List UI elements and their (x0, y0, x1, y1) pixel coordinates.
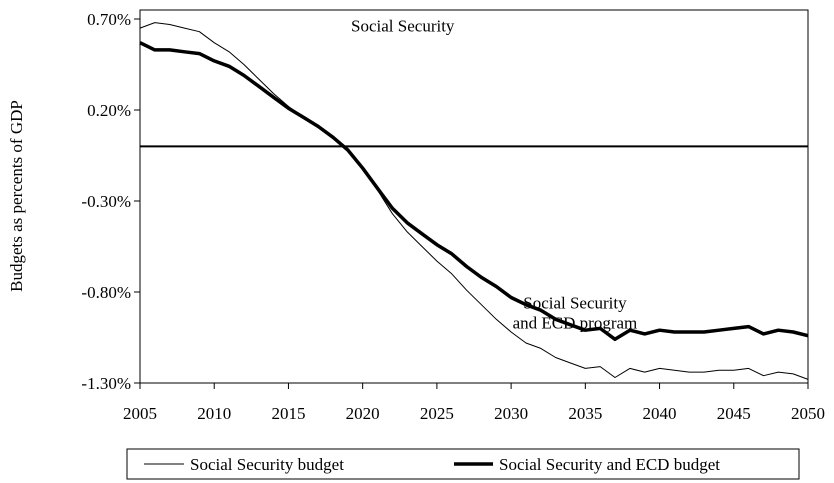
y-tick-label: -0.80% (81, 283, 131, 302)
series-lines (139, 22, 809, 380)
legend-label-social-security-ecd: Social Security and ECD budget (499, 455, 720, 474)
x-tick-label: 2050 (791, 404, 825, 423)
x-tick-label: 2010 (197, 404, 231, 423)
x-tick-label: 2005 (123, 404, 157, 423)
x-tick-label: 2030 (494, 404, 528, 423)
y-tick-label: -1.30% (81, 374, 131, 393)
x-tick-label: 2020 (346, 404, 380, 423)
series-line-social-security (139, 22, 809, 380)
x-tick-label: 2025 (420, 404, 454, 423)
y-tick-label: 0.20% (87, 101, 131, 120)
x-tick-label: 2045 (717, 404, 751, 423)
chart-annotation: and ECD program (513, 313, 638, 332)
x-tick-label: 2040 (643, 404, 677, 423)
plot-frame (139, 9, 809, 384)
x-tick-label: 2035 (568, 404, 602, 423)
chart-annotation: Social Security (523, 293, 627, 312)
legend-label-social-security: Social Security budget (190, 455, 344, 474)
chart-annotation: Social Security (351, 17, 455, 36)
y-axis: 0.70% 0.20% -0.30% -0.80% -1.30% (81, 10, 140, 393)
x-axis: 2005 2010 2015 2020 2025 2030 2035 2040 2045 2050 (123, 383, 825, 423)
y-axis-label: Budgets as percents of GDP (7, 100, 26, 292)
series-line-social-security-ecd (139, 41, 809, 342)
y-tick-label: -0.30% (81, 192, 131, 211)
y-tick-label: 0.70% (87, 10, 131, 29)
x-tick-label: 2015 (271, 404, 305, 423)
